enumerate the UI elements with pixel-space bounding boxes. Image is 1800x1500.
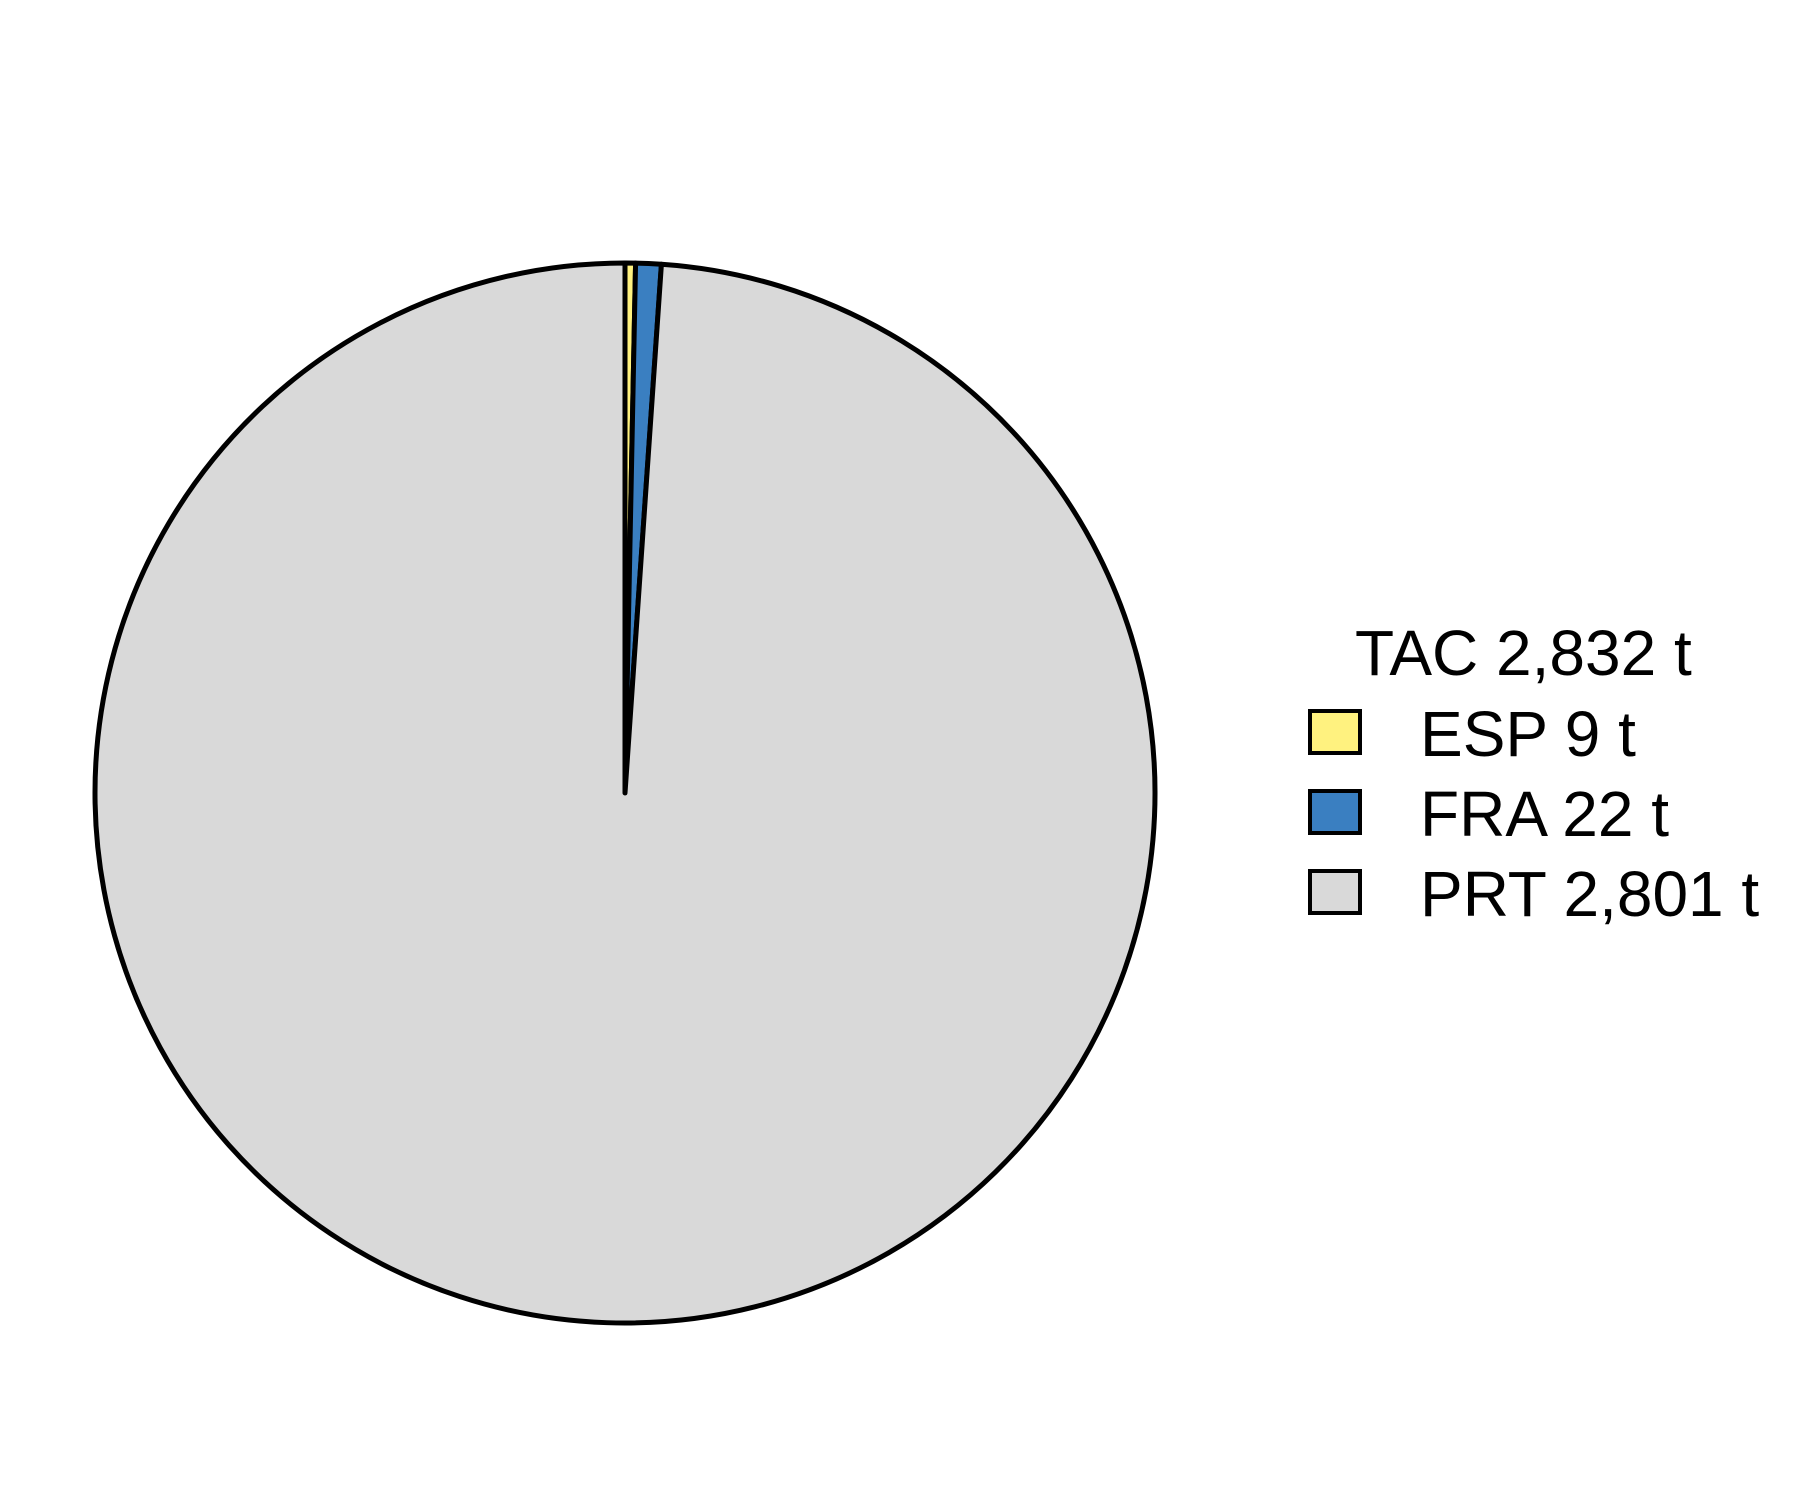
legend: TAC 2,832 t ESP 9 t FRA 22 t PRT 2,801 t [1308,617,1759,930]
legend-label-esp: ESP 9 t [1420,698,1636,770]
legend-swatch-fra [1308,789,1362,835]
legend-label-prt: PRT 2,801 t [1420,858,1759,930]
pie-slices [92,260,1158,1326]
legend-swatch-esp [1308,709,1362,755]
legend-item-prt: PRT 2,801 t [1308,858,1759,930]
legend-item-esp: ESP 9 t [1308,698,1636,770]
legend-title: TAC 2,832 t [1355,617,1692,689]
legend-label-fra: FRA 22 t [1420,778,1669,850]
legend-items: ESP 9 t FRA 22 t PRT 2,801 t [1308,698,1759,930]
legend-item-fra: FRA 22 t [1308,778,1669,850]
legend-swatch-prt [1308,869,1362,915]
pie-slice-prt [92,260,1158,1326]
